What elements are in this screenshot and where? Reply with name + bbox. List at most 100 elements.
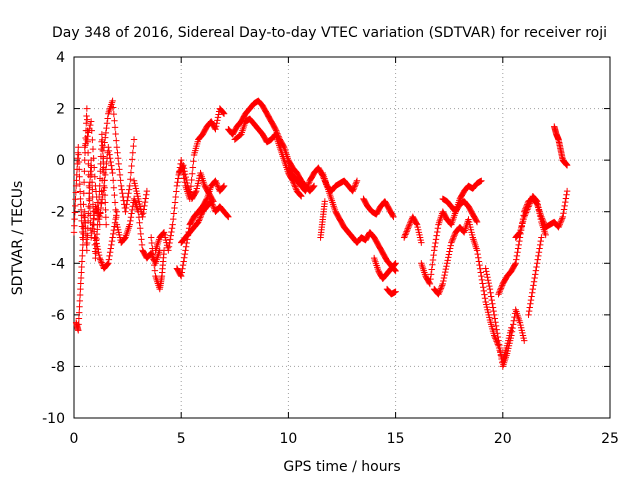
data-point bbox=[214, 114, 222, 121]
data-point bbox=[196, 214, 204, 221]
y-tick-labels: 4 2 0 -2 -4 -6 -8 -10 bbox=[42, 50, 65, 427]
data-point bbox=[404, 226, 411, 234]
data-point bbox=[78, 269, 85, 276]
data-point bbox=[83, 239, 91, 247]
data-point bbox=[513, 252, 521, 260]
x-tick-label: 5 bbox=[177, 431, 186, 447]
data-point bbox=[169, 221, 176, 228]
x-tick-label: 25 bbox=[601, 431, 619, 447]
data-point bbox=[182, 173, 189, 181]
data-point bbox=[104, 260, 111, 268]
data-point bbox=[85, 202, 92, 210]
data-point bbox=[91, 173, 99, 180]
data-point bbox=[321, 198, 329, 205]
data-point bbox=[532, 196, 540, 204]
data-point bbox=[483, 271, 491, 278]
data-points bbox=[70, 97, 571, 370]
data-point bbox=[87, 118, 95, 125]
data-point bbox=[442, 265, 450, 273]
data-point bbox=[478, 177, 485, 184]
data-point bbox=[179, 261, 187, 269]
data-point bbox=[168, 225, 176, 232]
data-point bbox=[98, 177, 106, 184]
data-point bbox=[224, 212, 231, 220]
data-point bbox=[535, 252, 542, 260]
data-point bbox=[77, 274, 85, 282]
data-point bbox=[78, 258, 86, 265]
data-point bbox=[113, 137, 120, 144]
data-point bbox=[450, 233, 457, 240]
data-point bbox=[531, 274, 538, 282]
data-point bbox=[178, 272, 185, 280]
data-point bbox=[102, 206, 109, 214]
data-point bbox=[542, 231, 549, 239]
data-point bbox=[138, 236, 145, 243]
data-point bbox=[405, 222, 413, 229]
data-point bbox=[80, 201, 87, 208]
data-point bbox=[209, 197, 216, 204]
data-point bbox=[310, 183, 317, 190]
data-point bbox=[482, 265, 489, 272]
data-point bbox=[492, 319, 499, 326]
data-point bbox=[101, 191, 109, 199]
data-point bbox=[512, 260, 519, 267]
data-point bbox=[190, 158, 197, 165]
data-point bbox=[428, 266, 435, 273]
data-point bbox=[165, 243, 173, 250]
data-point bbox=[76, 188, 84, 195]
data-point bbox=[105, 260, 112, 267]
data-point bbox=[112, 215, 119, 223]
data-point bbox=[563, 191, 570, 198]
data-point bbox=[526, 200, 533, 207]
data-point bbox=[440, 277, 447, 285]
data-point bbox=[443, 260, 451, 267]
data-point bbox=[389, 212, 397, 219]
data-point bbox=[165, 247, 172, 254]
data-point bbox=[487, 293, 495, 300]
data-point bbox=[527, 197, 535, 204]
data-point bbox=[213, 120, 220, 127]
data-point bbox=[85, 129, 92, 136]
data-point bbox=[89, 145, 97, 153]
data-point bbox=[473, 247, 481, 254]
data-point bbox=[137, 230, 144, 238]
data-point bbox=[75, 158, 83, 166]
data-point bbox=[509, 324, 516, 332]
data-point bbox=[108, 241, 115, 249]
data-point bbox=[103, 120, 111, 127]
data-point bbox=[477, 269, 484, 276]
data-point bbox=[214, 117, 221, 124]
data-point bbox=[495, 289, 503, 296]
data-point bbox=[76, 173, 83, 180]
data-point bbox=[413, 220, 420, 227]
data-point bbox=[562, 195, 570, 202]
data-point bbox=[91, 164, 98, 171]
data-point bbox=[195, 217, 203, 224]
data-point bbox=[497, 286, 504, 294]
data-point bbox=[93, 193, 100, 201]
data-point bbox=[525, 201, 533, 209]
data-point bbox=[74, 155, 81, 162]
data-point bbox=[489, 304, 497, 311]
data-point bbox=[109, 234, 116, 241]
data-point bbox=[522, 210, 529, 218]
data-point bbox=[492, 322, 500, 330]
data-point bbox=[535, 249, 543, 256]
data-point bbox=[96, 221, 103, 228]
data-point bbox=[81, 167, 88, 175]
data-point bbox=[351, 183, 358, 190]
data-point bbox=[80, 179, 88, 186]
data-point bbox=[97, 256, 104, 263]
data-point bbox=[214, 183, 222, 190]
data-point bbox=[223, 212, 231, 219]
data-point bbox=[514, 245, 522, 252]
data-point bbox=[122, 204, 130, 212]
data-point bbox=[447, 242, 454, 249]
data-point bbox=[94, 243, 101, 250]
data-point bbox=[203, 196, 210, 204]
data-point bbox=[391, 260, 399, 268]
data-point bbox=[128, 162, 135, 170]
data-point bbox=[291, 181, 298, 189]
data-point bbox=[527, 296, 535, 304]
data-point bbox=[481, 295, 489, 302]
